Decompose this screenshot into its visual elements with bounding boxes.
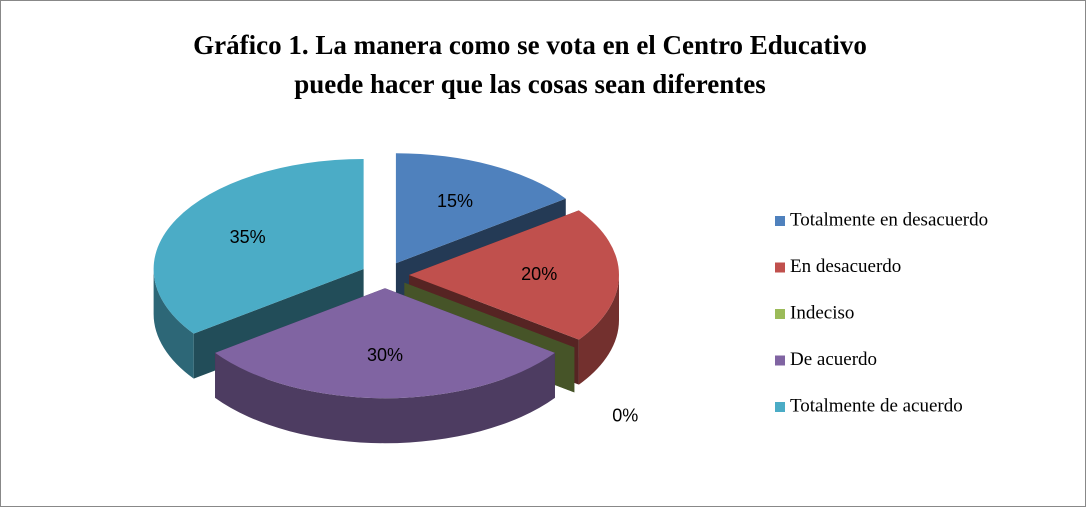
pie-slice	[395, 153, 566, 264]
pie-slice-side	[215, 352, 555, 444]
pie-slice	[153, 159, 364, 334]
legend-swatch	[775, 262, 785, 273]
legend-swatch	[775, 309, 785, 319]
legend-label: Totalmente de acuerdo	[790, 395, 963, 416]
legend-label: En desacuerdo	[790, 256, 901, 277]
pie-slice	[215, 288, 555, 399]
legend-label: Totalmente en desacuerdo	[790, 209, 988, 230]
chart-title: puede hacer que las cosas sean diferente…	[294, 69, 766, 99]
legend-swatch	[775, 355, 785, 366]
data-label: 30%	[367, 345, 403, 365]
data-label: 0%	[612, 406, 638, 426]
data-label: 15%	[437, 191, 473, 211]
data-label: 35%	[230, 227, 266, 247]
pie-slice-side	[578, 275, 619, 385]
pie-tops	[153, 153, 619, 399]
legend-swatch	[775, 216, 785, 226]
chart-title: Gráfico 1. La manera como se vota en el …	[193, 30, 867, 60]
legend-label: Indeciso	[790, 302, 854, 323]
data-label: 20%	[521, 264, 557, 284]
legend-swatch	[775, 402, 785, 412]
pie-labels: 15% 20% 0% 30% 35%	[230, 191, 639, 425]
legend-label: De acuerdo	[790, 349, 877, 370]
pie-slice-side	[153, 269, 194, 379]
pie-slice	[409, 210, 619, 340]
